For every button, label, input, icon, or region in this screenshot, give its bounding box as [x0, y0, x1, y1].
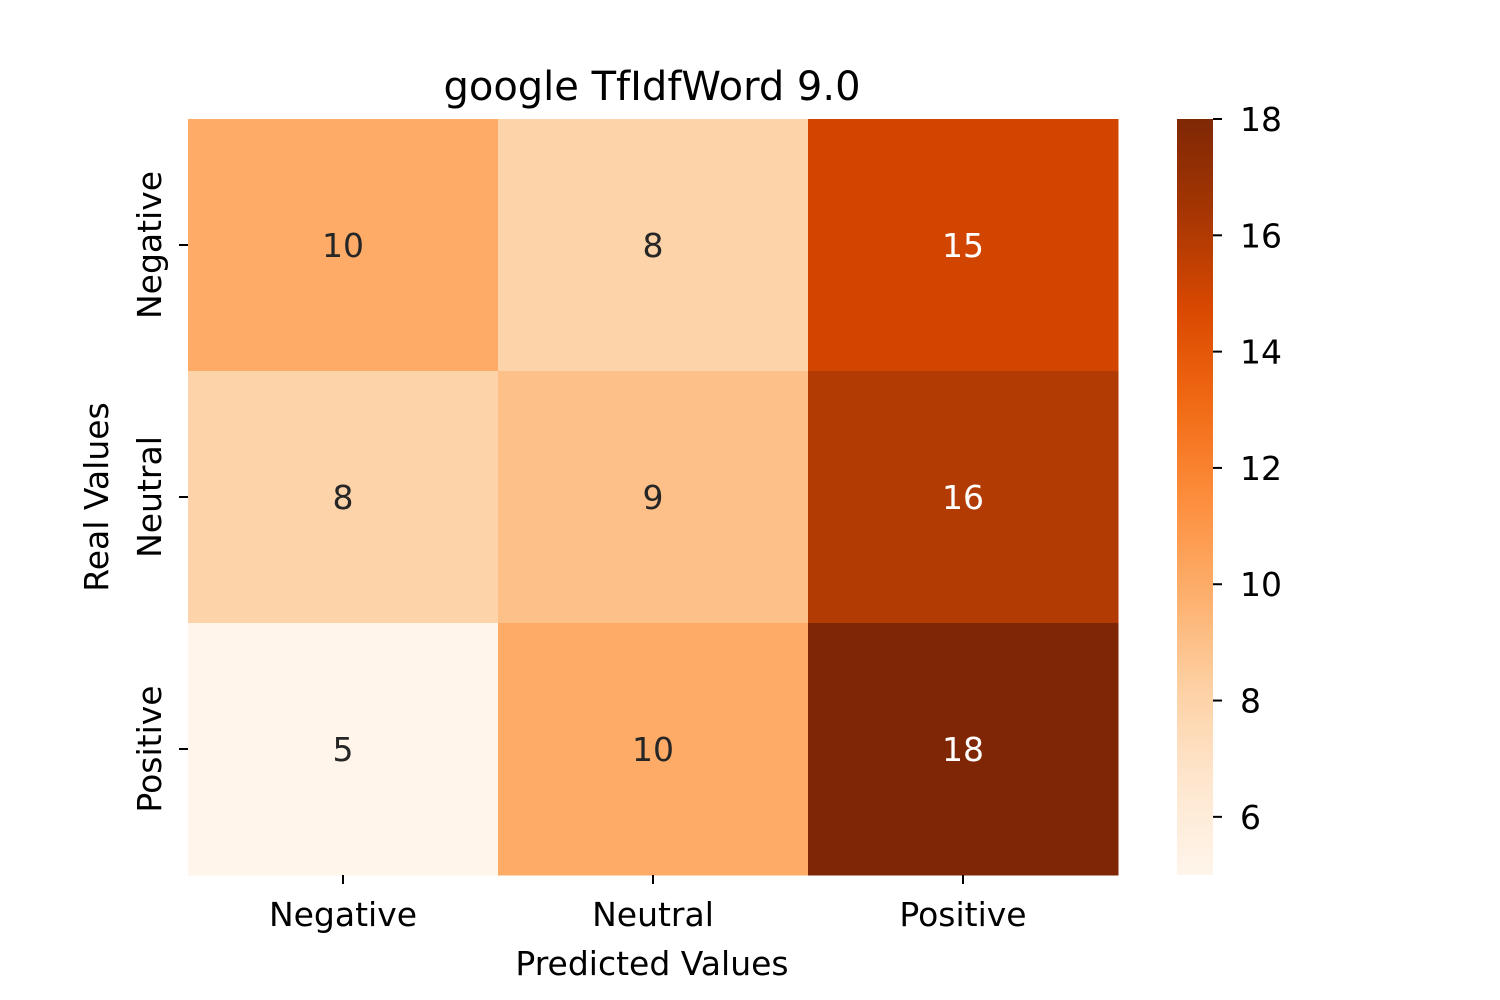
y-axis-label: Real Values — [77, 402, 116, 591]
colorbar-tick-label: 18 — [1240, 100, 1282, 139]
cell-value-label: 10 — [322, 226, 364, 265]
y-axis-ticks: Negative Neutral Positive — [130, 171, 188, 813]
cell-value-label: 10 — [632, 730, 674, 769]
y-tick-label: Neutral — [130, 436, 169, 558]
cell-value-label: 16 — [942, 478, 984, 517]
heatmap-cell — [498, 371, 809, 624]
cell-value-label: 18 — [942, 730, 984, 769]
x-tick-label: Negative — [269, 895, 417, 934]
x-axis-label: Predicted Values — [515, 944, 788, 983]
chart-title: google TfIdfWord 9.0 — [443, 64, 860, 110]
colorbar-tick-label: 12 — [1240, 449, 1282, 488]
colorbar-gradient — [1177, 119, 1213, 875]
colorbar-tick-label: 8 — [1240, 682, 1261, 721]
cell-value-label: 8 — [333, 478, 354, 517]
colorbar: 6 8 10 12 14 16 18 — [1177, 100, 1282, 875]
heatmap-cell — [498, 623, 809, 876]
heatmap-cell — [498, 119, 809, 372]
y-tick-label: Positive — [130, 685, 169, 812]
cell-value-label: 5 — [333, 730, 354, 769]
colorbar-tick-label: 14 — [1240, 333, 1282, 372]
x-tick-label: Neutral — [592, 895, 714, 934]
cell-value-label: 9 — [643, 478, 664, 517]
heatmap-cell — [808, 623, 1119, 876]
cell-value-label: 8 — [643, 226, 664, 265]
x-tick-label: Positive — [899, 895, 1026, 934]
heatmap-cell — [188, 623, 499, 876]
colorbar-tick-label: 16 — [1240, 216, 1282, 255]
heatmap-cell — [808, 371, 1119, 624]
heatmap-cells: 10 8 15 8 9 16 5 10 18 — [188, 119, 1119, 876]
heatmap-cell — [188, 371, 499, 624]
y-tick-label: Negative — [130, 171, 169, 319]
colorbar-tick-label: 10 — [1240, 565, 1282, 604]
heatmap-cell — [808, 119, 1119, 372]
cell-value-label: 15 — [942, 226, 984, 265]
heatmap-cell — [188, 119, 499, 372]
x-axis-ticks: Negative Neutral Positive — [269, 875, 1027, 934]
colorbar-tick-label: 6 — [1240, 798, 1261, 837]
